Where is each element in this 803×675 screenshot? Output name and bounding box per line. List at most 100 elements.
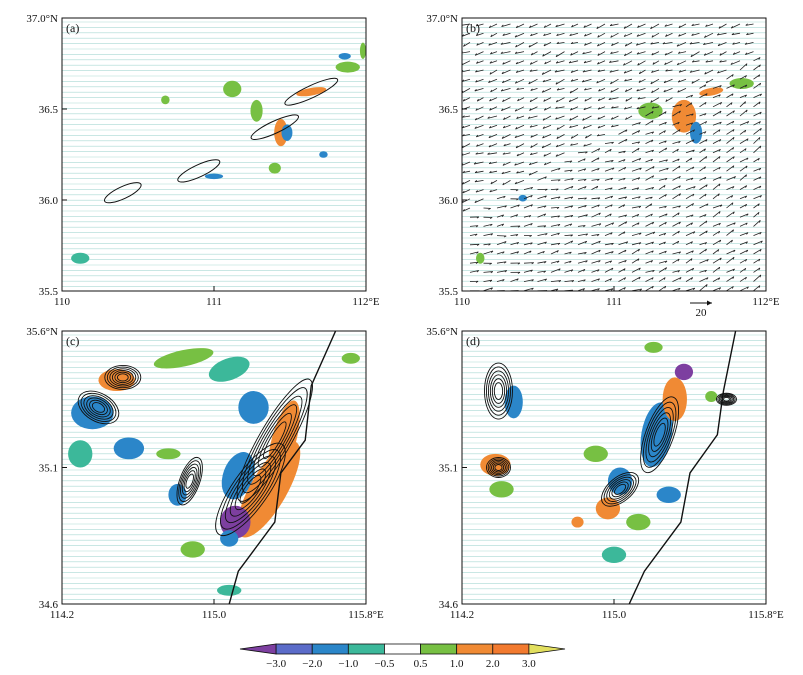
colorbar-label: 3.0 bbox=[522, 658, 536, 670]
y-tick-label: 35.1 bbox=[439, 463, 458, 475]
wind-vector bbox=[727, 111, 735, 116]
wind-vector bbox=[713, 184, 720, 190]
shaded-area bbox=[638, 103, 662, 119]
wind-vector bbox=[704, 33, 713, 37]
shaded-area bbox=[71, 253, 89, 264]
wind-vector bbox=[646, 176, 654, 181]
wind-vector bbox=[542, 88, 551, 92]
wind-vector bbox=[740, 166, 747, 171]
wind-vector bbox=[529, 42, 538, 47]
wind-vector bbox=[700, 185, 708, 190]
wind-vector bbox=[619, 222, 627, 227]
y-tick-label: 36.0 bbox=[439, 195, 459, 207]
y-tick-label: 35.5 bbox=[439, 286, 459, 298]
x-tick-label: 112°E bbox=[752, 296, 779, 308]
wind-vector bbox=[677, 61, 686, 65]
wind-vector bbox=[727, 147, 734, 152]
colorbar-swatch bbox=[493, 644, 529, 654]
y-tick-label: 34.6 bbox=[439, 599, 459, 611]
colorbar-end bbox=[529, 644, 565, 654]
panel-label: (d) bbox=[466, 334, 480, 348]
shaded-area bbox=[220, 530, 238, 546]
wind-vector bbox=[624, 24, 632, 28]
colorbar-label: 0.5 bbox=[414, 658, 428, 670]
wind-vector bbox=[583, 116, 592, 120]
shaded-area bbox=[626, 514, 650, 530]
wind-vector bbox=[727, 74, 734, 79]
wind-vector bbox=[713, 258, 721, 263]
shaded-area bbox=[161, 96, 170, 105]
wind-vector bbox=[592, 149, 600, 153]
wind-vector bbox=[569, 98, 578, 102]
contour-line bbox=[175, 156, 222, 186]
wind-vector bbox=[623, 61, 632, 65]
wind-vector bbox=[543, 52, 551, 57]
wind-vector bbox=[700, 204, 709, 208]
panel-label: (b) bbox=[466, 21, 480, 35]
panel-a-plot bbox=[62, 22, 366, 287]
shaded-area bbox=[269, 163, 281, 174]
colorbar-label: −0.5 bbox=[374, 658, 394, 670]
x-tick-label: 115.8°E bbox=[348, 609, 384, 621]
wind-vector bbox=[673, 166, 680, 171]
wind-vector bbox=[713, 267, 720, 272]
wind-vector bbox=[557, 134, 565, 138]
colorbar-swatch bbox=[457, 644, 493, 654]
shaded-area bbox=[319, 151, 328, 158]
colorbar-swatch bbox=[348, 644, 384, 654]
wind-vector bbox=[659, 286, 666, 291]
wind-vector bbox=[740, 139, 748, 144]
wind-vector bbox=[632, 148, 639, 153]
panel-c-plot bbox=[62, 331, 366, 604]
wind-vector bbox=[651, 24, 659, 29]
wind-vector bbox=[651, 98, 659, 103]
shaded-area bbox=[114, 437, 144, 459]
wind-vector bbox=[727, 157, 735, 162]
colorbar-end bbox=[240, 644, 276, 654]
shaded-area bbox=[238, 391, 268, 424]
shaded-area bbox=[296, 85, 327, 98]
wind-vector bbox=[646, 222, 654, 226]
y-tick-label: 37.0°N bbox=[26, 13, 58, 25]
wind-vector bbox=[740, 175, 747, 181]
wind-vector bbox=[700, 284, 708, 290]
wind-vector bbox=[638, 61, 646, 65]
shaded-area bbox=[152, 344, 215, 373]
y-tick-label: 35.6°N bbox=[426, 326, 458, 338]
colorbar-label: 2.0 bbox=[486, 658, 500, 670]
wind-vector bbox=[557, 125, 565, 129]
wind-vector bbox=[754, 83, 761, 88]
shaded-area bbox=[336, 62, 360, 73]
wind-vector bbox=[754, 75, 760, 79]
plot-frame bbox=[462, 18, 766, 291]
wind-vector bbox=[713, 240, 721, 245]
wind-vector bbox=[673, 222, 681, 226]
shaded-area bbox=[644, 342, 662, 353]
wind-vector bbox=[543, 116, 551, 120]
shaded-area bbox=[663, 377, 687, 421]
wind-vector bbox=[754, 249, 762, 254]
wind-vector bbox=[556, 79, 565, 84]
shaded-area bbox=[675, 364, 693, 380]
shaded-area bbox=[223, 81, 241, 97]
shaded-area bbox=[205, 174, 223, 179]
y-tick-label: 37.0°N bbox=[426, 13, 458, 25]
shaded-area bbox=[705, 391, 717, 402]
wind-vector bbox=[542, 144, 551, 148]
shaded-area bbox=[489, 481, 513, 497]
shaded-area bbox=[181, 541, 205, 557]
shaded-area bbox=[205, 352, 252, 387]
colorbar-swatch bbox=[384, 644, 420, 654]
wind-vector bbox=[727, 166, 734, 172]
shaded-area bbox=[602, 547, 626, 563]
wind-vector bbox=[556, 98, 564, 102]
wind-vector bbox=[727, 277, 734, 282]
reference-vector-head bbox=[707, 301, 712, 306]
wind-vector bbox=[754, 128, 762, 134]
colorbar-label: −3.0 bbox=[266, 658, 286, 670]
